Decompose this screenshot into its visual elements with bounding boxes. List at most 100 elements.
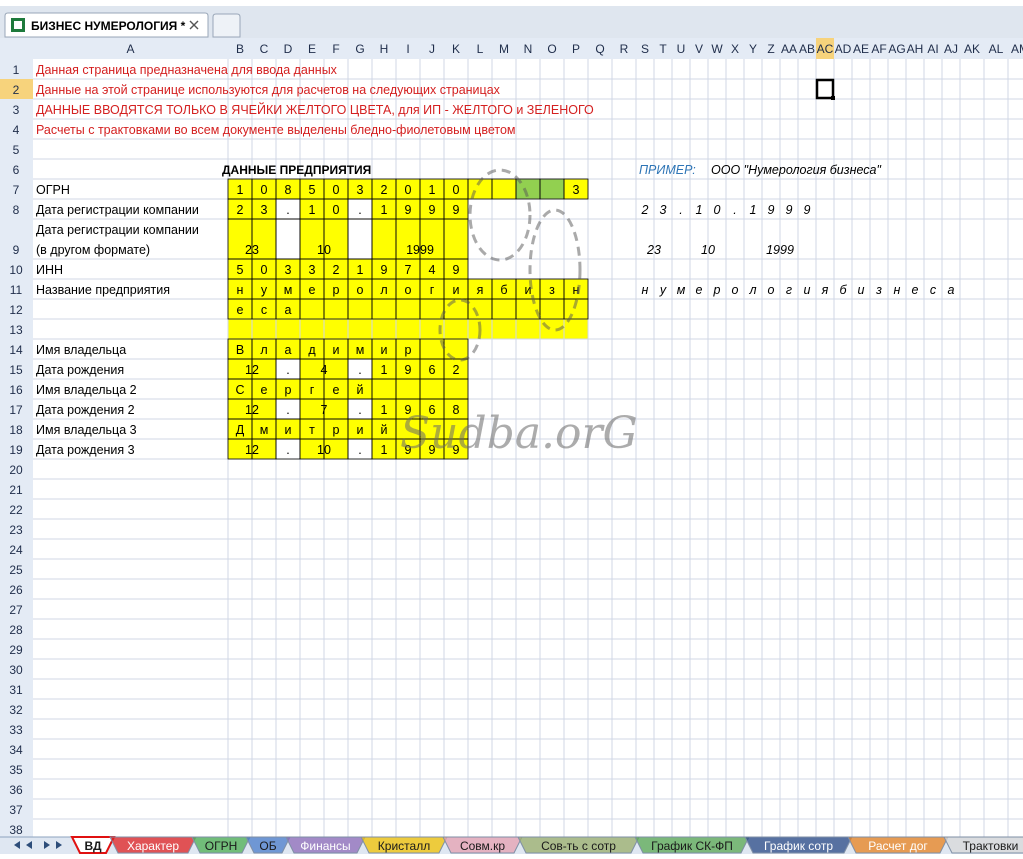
cell-text: Д [236,423,245,437]
row-header: 24 [9,543,23,557]
row-header: 37 [9,803,23,817]
row-header: 12 [9,303,23,317]
column-header: T [659,42,667,56]
column-header: N [524,42,533,56]
cell-text: а [948,283,955,297]
column-header: D [284,42,293,56]
sheet-tab-shape [517,836,640,854]
cell-text: Имя владельца 2 [36,383,137,397]
column-header: H [380,42,389,56]
cell-text: Расчеты с трактовками во всем документе … [36,123,516,137]
cell-text: и [381,343,388,357]
cell-text: с [930,283,937,297]
sheet-tab[interactable]: Трактовки [943,836,1023,854]
cell-text: 1 [381,363,388,377]
cell-text: Дата регистрации компании [36,203,199,217]
cell-text: 10 [317,443,331,457]
tab-scroll-button[interactable] [56,841,62,849]
cell-text: з [549,283,555,297]
cell-text: 9 [768,203,775,217]
sheet-tab[interactable]: Финансы [285,836,366,854]
column-header: AH [907,42,924,56]
row-header: 14 [9,343,23,357]
cell-text: Название предприятия [36,283,170,297]
cell-text: ОГРН [36,183,70,197]
cell-text: Данная страница предназначена для ввода … [36,63,338,77]
tab-scroll-button[interactable] [44,841,50,849]
sheet-tab[interactable]: ОБ [245,836,291,854]
sheet-tab[interactable]: Расчет дог [847,836,949,854]
column-header: S [641,42,649,56]
row-header: 33 [9,723,23,737]
row-header: 20 [9,463,23,477]
cell-text: 10 [317,243,331,257]
cell-text: 0 [333,203,340,217]
column-header: A [126,42,134,56]
cell-text: ООО "Нумерология бизнеса" [711,163,881,177]
sheet-tab[interactable]: Кристалл [360,836,448,854]
cell-text: 1 [750,203,757,217]
row-header: 23 [9,523,23,537]
cell-text: м [284,283,293,297]
row-header: 4 [13,123,20,137]
row-header-bar [0,38,33,837]
column-header: Y [749,42,757,56]
sheet-tab[interactable]: Совм.кр [442,836,523,854]
row-header: 29 [9,643,23,657]
cell-fill [228,299,588,319]
new-tab[interactable] [212,13,241,38]
column-header: E [308,42,316,56]
row-header: 26 [9,583,23,597]
cell-text: 1999 [766,243,794,257]
close-tab-button[interactable] [189,20,199,30]
cell-text: г [430,283,435,297]
row-header: 17 [9,403,23,417]
sheet-tab-label: График СК-ФП [651,839,733,853]
cell-text: а [285,303,292,317]
cell-text: е [333,383,340,397]
sheet-tab[interactable]: График сотр [744,836,853,854]
cell-text: ДАННЫЕ ВВОДЯТСЯ ТОЛЬКО В ЯЧЕЙКИ ЖЕЛТОГО … [36,102,594,117]
cell-text: 3 [285,263,292,277]
cell-text: й [381,423,388,437]
cell-text: . [286,203,289,217]
column-header: F [332,42,339,56]
cell-text: г [310,383,315,397]
cell-text: н [237,283,244,297]
sheet-tab-shape [634,836,750,854]
tab-scroll-button[interactable] [26,841,32,849]
column-header: AC [817,42,834,56]
column-header: AL [989,42,1004,56]
cell-text: 0 [333,183,340,197]
tab-scroll-button[interactable] [14,841,20,849]
active-cell[interactable] [815,78,835,100]
cell-text: 9 [429,443,436,457]
workbook-tab[interactable] [4,12,209,38]
sheet-tab[interactable]: ОГРН [191,836,251,854]
row-header: 31 [9,683,23,697]
cell-text: и [453,283,460,297]
sheet-tab[interactable]: ВД [70,836,116,854]
cell-text: 9 [381,263,388,277]
cell-text: 3 [261,203,268,217]
column-header-bar [0,38,1023,59]
column-header: AA [781,42,797,56]
row-header: 38 [9,823,23,837]
cell-text: я [821,283,829,297]
cell-text: 9 [453,263,460,277]
cell-border [563,298,589,320]
sheet-tab[interactable]: График СК-ФП [634,836,750,854]
cell-grid [0,38,1023,840]
close-icon [189,20,199,30]
cell-text: и [357,423,364,437]
cell-text: р [333,423,340,437]
sheet-tab-shape [285,836,366,854]
sheet-tab[interactable]: Характер [109,836,197,854]
sheet-tab[interactable]: Сов-ть с сотр [517,836,640,854]
column-header: AJ [944,42,958,56]
watermark-stroke [438,298,482,362]
cell-text: Дата рождения 3 [36,443,135,457]
cell-text: Имя владельца [36,343,126,357]
sheet-tab-shape [109,836,197,854]
column-header: AB [799,42,815,56]
